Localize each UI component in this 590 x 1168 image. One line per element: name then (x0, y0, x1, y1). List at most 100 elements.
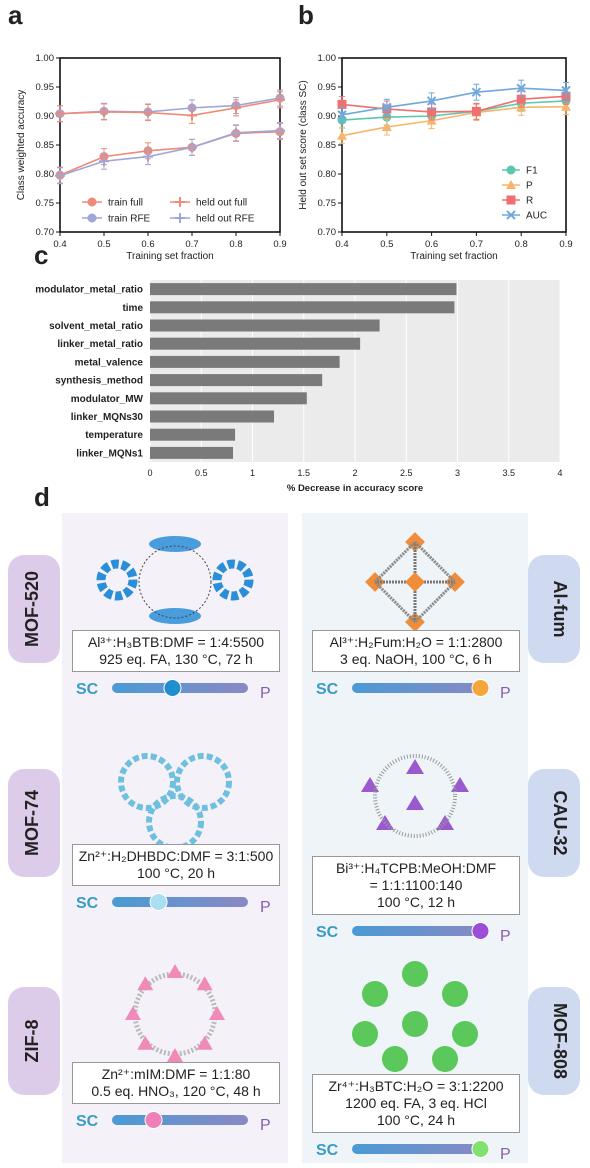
mof-name-tab (8, 555, 60, 663)
panel-label-c: c (34, 240, 49, 270)
mof-structures: MOF-520 SC P MOF-74 SC P ZIF-8 SC P Al-fum SC P CAU-… (8, 532, 580, 1163)
x-axis-label: % Decrease in accuracy score (287, 483, 423, 494)
panel-label-d: d (34, 482, 50, 512)
legend-marker (506, 210, 516, 220)
category-label: linker_MQNs1 (76, 448, 143, 459)
feature-importance-bar-chart: 0 0.5 1 1.5 2 2.5 3 3.5 4 modulator_metal_ratioti… (35, 280, 563, 494)
sc-label: SC (76, 895, 99, 912)
mof-name-tab (8, 769, 60, 877)
class-slider-knob (471, 922, 490, 940)
cluster (352, 1021, 378, 1047)
condition-line: 925 eq. FA, 130 °C, 72 h (99, 651, 253, 667)
linker (373, 540, 417, 584)
legend-marker (175, 213, 185, 223)
legend-marker (506, 165, 516, 175)
mof-name-label: MOF-520 (22, 571, 42, 647)
data-point (55, 108, 65, 119)
x-tick-label: 0.4 (335, 239, 348, 250)
condition-line: 100 °C, 12 h (377, 894, 455, 910)
polyhedron (406, 759, 424, 774)
data-point (275, 125, 285, 136)
channel (174, 753, 232, 811)
data-point (382, 102, 392, 113)
sc-label: SC (316, 681, 339, 698)
x-tick-label: 0.5 (97, 239, 110, 250)
x-tick-label: 4 (557, 468, 562, 478)
panel-label-b: b (298, 0, 314, 30)
data-point (231, 102, 241, 113)
y-tick-label: 0.90 (318, 111, 337, 122)
bar (150, 337, 361, 350)
series-p (337, 98, 571, 145)
data-point (381, 122, 392, 132)
mof-name-label: Al-fum (550, 581, 570, 638)
x-tick-label: 1.5 (297, 468, 310, 478)
tetrahedron (167, 1048, 183, 1062)
plot-frame (59, 57, 281, 233)
polyhedron (406, 795, 424, 810)
legend-marker (175, 197, 185, 207)
linker (138, 545, 212, 619)
tetrahedron (137, 976, 154, 991)
class-slider-knob (144, 1111, 163, 1129)
class-slider-track (352, 683, 488, 693)
data-point (99, 106, 109, 117)
category-label: solvent_metal_ratio (49, 321, 143, 332)
held-out-score-chart: 0.4 0.5 0.6 0.7 0.8 0.9 0.70 0.75 0.80 0.85 0.90 0.… (298, 53, 573, 262)
condition-line: 3 eq. NaOH, 100 °C, 6 h (340, 651, 492, 667)
channel (118, 753, 176, 811)
series-line (341, 87, 567, 116)
mof-structure (365, 532, 465, 632)
bar (150, 319, 380, 332)
p-label: P (500, 685, 511, 702)
x-tick-label: 0.9 (273, 239, 286, 250)
mof-name-label: MOF-74 (22, 790, 42, 856)
synthesis-conditions-box: Bi³⁺:H₄TCPB:MeOH:DMF = 1:1:1100:140 100 °C… (312, 856, 520, 915)
mof-name-tab (528, 769, 580, 877)
tetrahedron (167, 964, 183, 978)
p-label: P (260, 899, 271, 916)
x-tick-label: 2.5 (400, 468, 413, 478)
p-label: P (260, 1117, 271, 1134)
sc-label: SC (316, 924, 339, 941)
cluster (432, 1046, 458, 1072)
bar (150, 283, 457, 296)
y-tick-label: 1.00 (318, 53, 337, 64)
mof-structure (118, 753, 232, 851)
data-point (337, 99, 347, 109)
x-tick-label: 2 (352, 468, 357, 478)
data-point (55, 170, 65, 181)
tetrahedron (137, 1035, 154, 1050)
legend-label: held out full (196, 198, 247, 209)
p-label: P (260, 685, 271, 702)
mof-structure (352, 961, 478, 1072)
synthesis-conditions-box: Al³⁺:H₂Fum:H₂O = 1:1:2800 3 eq. NaOH, 100… (312, 630, 520, 672)
x-tick-label: 0.8 (229, 239, 242, 250)
mof-name-label: CAU-32 (550, 790, 570, 855)
x-tick-label: 0.6 (141, 239, 154, 250)
bar (150, 392, 307, 405)
category-label: modulator_metal_ratio (35, 285, 143, 296)
synthesis-conditions-box: Zn²⁺:H₂DHBDC:DMF = 3:1:500 100 °C, 20 h (72, 844, 280, 886)
cluster (402, 961, 428, 987)
y-tick-label: 0.95 (318, 82, 337, 93)
class-slider-track (112, 897, 248, 907)
x-tick-label: 0.5 (380, 239, 393, 250)
bar (150, 410, 275, 423)
series-line (59, 98, 281, 117)
data-point (471, 106, 481, 116)
y-tick-label: 0.75 (36, 198, 55, 209)
panel-label-a: a (8, 0, 23, 30)
accuracy-line-chart: 0.4 0.5 0.6 0.7 0.8 0.9 0.70 0.75 0.80 0.85 0.90 0.… (16, 53, 287, 262)
legend-label: train RFE (108, 214, 151, 225)
y-tick-label: 0.85 (318, 140, 337, 151)
y-tick-label: 0.70 (36, 227, 55, 238)
class-slider-track (352, 926, 488, 936)
sc-label: SC (76, 1113, 99, 1130)
data-point (337, 130, 347, 140)
cluster (382, 1046, 408, 1072)
legend-label: P (526, 181, 533, 192)
p-label: P (500, 928, 511, 945)
mof-structure (96, 536, 254, 624)
tetrahedron (196, 976, 213, 991)
